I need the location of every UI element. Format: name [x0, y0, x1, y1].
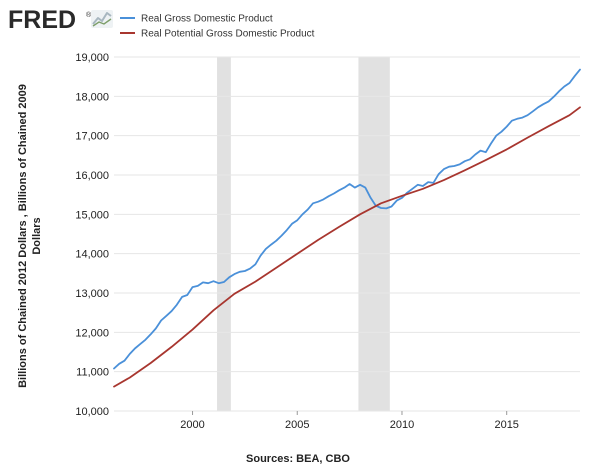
y-axis-ticks: 10,000 11,000 12,000 13,000 14,000 15,000 16,0… [75, 52, 109, 418]
y-tick-label: 18,000 [75, 91, 109, 103]
y-axis-title-line-1: Billions of Chained 2012 Dollars , Billi… [17, 84, 29, 388]
y-tick-label: 13,000 [75, 288, 109, 300]
x-tick-label: 2010 [390, 419, 414, 431]
recession-bands [217, 57, 390, 411]
y-tick-label: 15,000 [75, 209, 109, 221]
y-tick-label: 11,000 [76, 367, 109, 379]
recession-band-2 [358, 57, 390, 411]
x-tick-label: 2000 [180, 419, 204, 431]
legend-label-gdp: Real Gross Domestic Product [141, 14, 273, 25]
fred-logo-text: FRED [8, 6, 76, 34]
fred-chart-icon [91, 10, 113, 28]
series-lines [113, 68, 581, 388]
y-tick-label: 16,000 [75, 170, 109, 182]
registered-mark: ® [86, 11, 92, 19]
legend-label-potential: Real Potential Gross Domestic Product [141, 29, 315, 40]
fred-logo[interactable]: FRED ® [8, 6, 113, 34]
y-tick-label: 14,000 [75, 249, 109, 261]
series-line-real-gdp [113, 68, 581, 370]
x-tick-label: 2005 [285, 419, 309, 431]
y-axis-title-line-2: Dollars [31, 217, 43, 254]
series-line-potential-gdp [113, 106, 581, 388]
y-tick-label: 19,000 [75, 52, 109, 64]
source-note: Sources: BEA, CBO [246, 453, 350, 465]
x-axis-ticks: 2000 2005 2010 2015 [180, 411, 519, 431]
x-tick-label: 2015 [494, 419, 518, 431]
y-tick-label: 12,000 [75, 327, 109, 339]
recession-band-1 [217, 57, 231, 411]
y-tick-label: 17,000 [75, 131, 109, 143]
y-tick-label: 10,000 [75, 406, 109, 418]
gridlines [114, 56, 580, 412]
legend: Real Gross Domestic Product Real Potenti… [120, 14, 315, 40]
